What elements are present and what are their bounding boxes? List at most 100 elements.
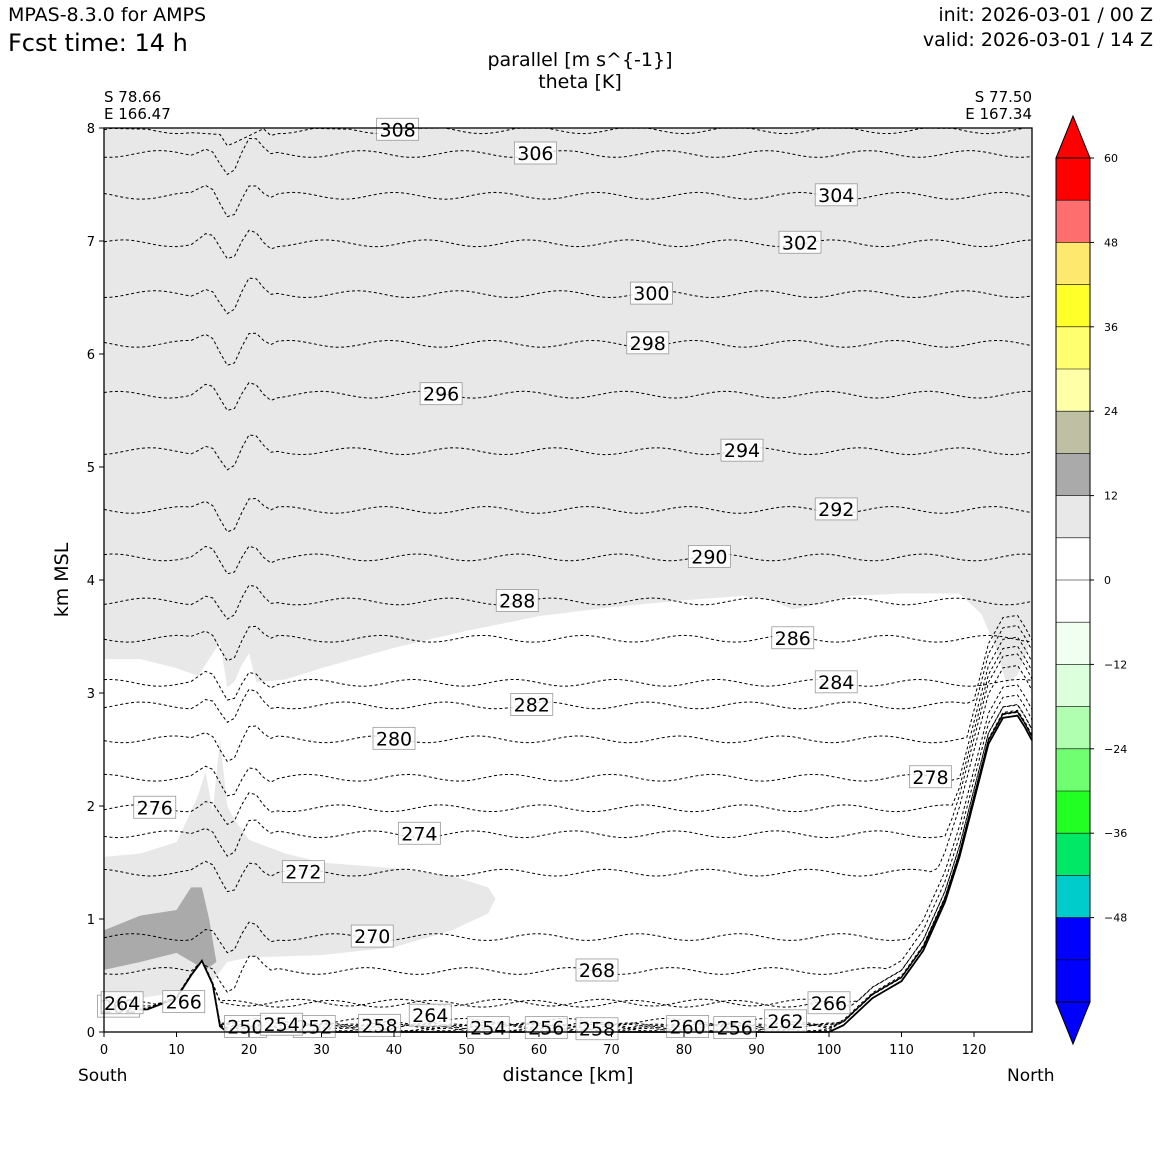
contour-label-text: 264 (412, 1005, 448, 1027)
contour-label-box (358, 1013, 401, 1037)
contour-label-306: 306 (513, 141, 557, 165)
colorbar-band (1056, 495, 1090, 538)
contour-label-box (575, 1017, 619, 1041)
colorbar-tick-label: 0 (1104, 574, 1111, 587)
contour-label-box (162, 990, 206, 1014)
contour-label-box (100, 991, 144, 1015)
contour-label-294: 294 (720, 438, 764, 462)
x-tick-label: 100 (817, 1043, 842, 1058)
contour-label-text: 252 (296, 1016, 332, 1038)
theta-contour-294 (103, 434, 1033, 471)
colorbar-band (1056, 664, 1090, 707)
colorbar-tick-label: −36 (1104, 827, 1127, 840)
start-lon: E 166.47 (104, 105, 171, 123)
contour-label-text: 294 (724, 440, 760, 462)
y-tick-label: 1 (87, 913, 95, 928)
colorbar-tick-label: 24 (1104, 405, 1118, 418)
x-axis-label: distance [km] (502, 1064, 634, 1086)
colorbar-tick-label: −12 (1104, 658, 1127, 671)
contour-label-box (510, 693, 554, 716)
contour-label-box (814, 670, 858, 694)
contour-label-text: 274 (401, 823, 437, 845)
colorbar-tick-label: −24 (1104, 743, 1127, 756)
contour-label-text: 260 (669, 1016, 705, 1038)
theta-contour-308 (103, 127, 1025, 147)
contour-label-text: 256 (717, 1018, 753, 1040)
contour-label-text: 258 (361, 1015, 397, 1037)
colorbar-band (1056, 200, 1090, 243)
theta-contour-272 (103, 664, 1033, 893)
x-tick-label: 0 (100, 1043, 108, 1058)
y-tick-label: 5 (87, 461, 95, 476)
contour-label-266: 266 (807, 991, 851, 1015)
contour-label-text: 276 (137, 797, 173, 819)
contour-label-268: 268 (575, 958, 619, 982)
colorbar-band (1056, 706, 1090, 749)
y-tick-label: 6 (87, 348, 95, 363)
contour-label-box (629, 281, 673, 305)
contour-label-text: 280 (376, 728, 412, 750)
colorbar-band (1056, 242, 1090, 285)
contour-label-262: 262 (764, 1009, 807, 1033)
contour-label-290: 290 (687, 545, 731, 568)
x-tick-label: 60 (531, 1043, 548, 1058)
contour-label-text: 300 (633, 283, 669, 305)
contour-label-264: 264 (408, 1003, 452, 1027)
contour-label-box (397, 821, 441, 845)
x-tick-label: 90 (748, 1043, 765, 1058)
contour-label-292: 292 (814, 497, 858, 521)
contour-label-box (376, 117, 420, 141)
contour-label-300: 300 (629, 281, 673, 305)
x-tick-label: 50 (458, 1043, 475, 1058)
theta-contour-302 (103, 229, 1033, 260)
contour-label-302: 302 (778, 230, 822, 254)
contour-label-box (419, 382, 463, 406)
contour-label-text: 292 (818, 499, 854, 521)
contour-label-text: 298 (630, 333, 666, 355)
colorbar-band (1056, 791, 1090, 834)
contour-label-274: 274 (397, 821, 441, 845)
y-tick-label: 8 (87, 122, 95, 137)
colorbar-band (1056, 748, 1090, 791)
contour-label-box (807, 991, 851, 1015)
contour-label-text: 254 (263, 1014, 299, 1036)
colorbar-tick-label: −48 (1104, 912, 1127, 925)
contour-label-box (713, 1016, 757, 1040)
contour-label-text: 306 (517, 143, 553, 165)
colorbar-band (1056, 453, 1090, 496)
colorbar-band (1056, 580, 1090, 623)
x-tick-label: 120 (962, 1043, 987, 1058)
contour-label-text: 284 (818, 672, 854, 694)
contour-label-box (133, 795, 177, 819)
theta-contour-296 (103, 382, 1033, 412)
contour-label-box (778, 230, 822, 254)
contour-label-254: 254 (466, 1016, 510, 1040)
contour-label-256: 256 (524, 1016, 568, 1040)
contour-label-text: 304 (818, 185, 854, 207)
x-tick-label: 70 (603, 1043, 620, 1058)
y-tick-label: 2 (87, 800, 95, 815)
colorbar-extend-max (1055, 114, 1091, 159)
colorbar-band (1056, 959, 1090, 1002)
x-tick-label: 110 (889, 1043, 914, 1058)
contour-label-278: 278 (909, 765, 952, 789)
chart-subtitle: theta [K] (538, 71, 622, 93)
theta-contour-288 (103, 584, 1033, 620)
contour-label-308: 308 (376, 117, 420, 141)
contour-label-text: 308 (379, 119, 415, 141)
contour-label-text: 296 (423, 384, 459, 406)
theta-contour-276 (103, 645, 1033, 826)
contour-label-text: 302 (782, 232, 818, 254)
contour-label-box (909, 765, 952, 789)
y-tick-label: 3 (87, 687, 95, 702)
contour-label-box (814, 497, 858, 521)
contour-label-text: 290 (691, 546, 727, 568)
y-tick-label: 7 (87, 235, 95, 250)
theta-contour-280 (103, 624, 1033, 763)
colorbar-band (1056, 537, 1090, 580)
contour-label-286: 286 (771, 626, 815, 650)
contour-label-box (466, 1016, 510, 1040)
theta-contour-290 (103, 545, 1033, 575)
contour-label-260: 260 (666, 1015, 710, 1038)
x-tick-label: 10 (168, 1043, 185, 1058)
